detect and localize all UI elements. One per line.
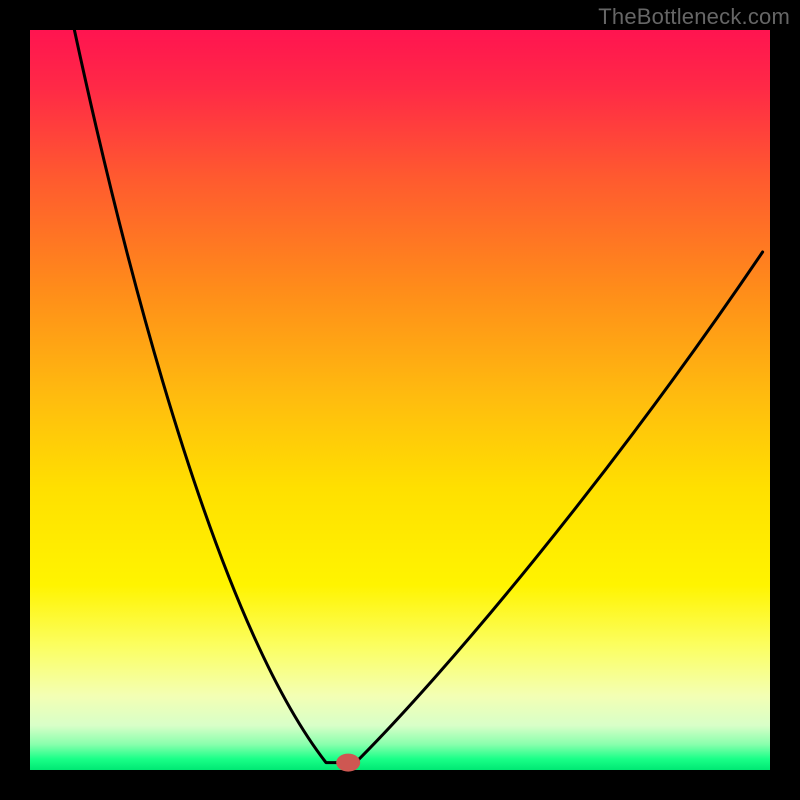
optimal-point-marker (336, 754, 360, 772)
watermark-text: TheBottleneck.com (598, 4, 790, 30)
bottleneck-chart (0, 0, 800, 800)
chart-container: TheBottleneck.com (0, 0, 800, 800)
